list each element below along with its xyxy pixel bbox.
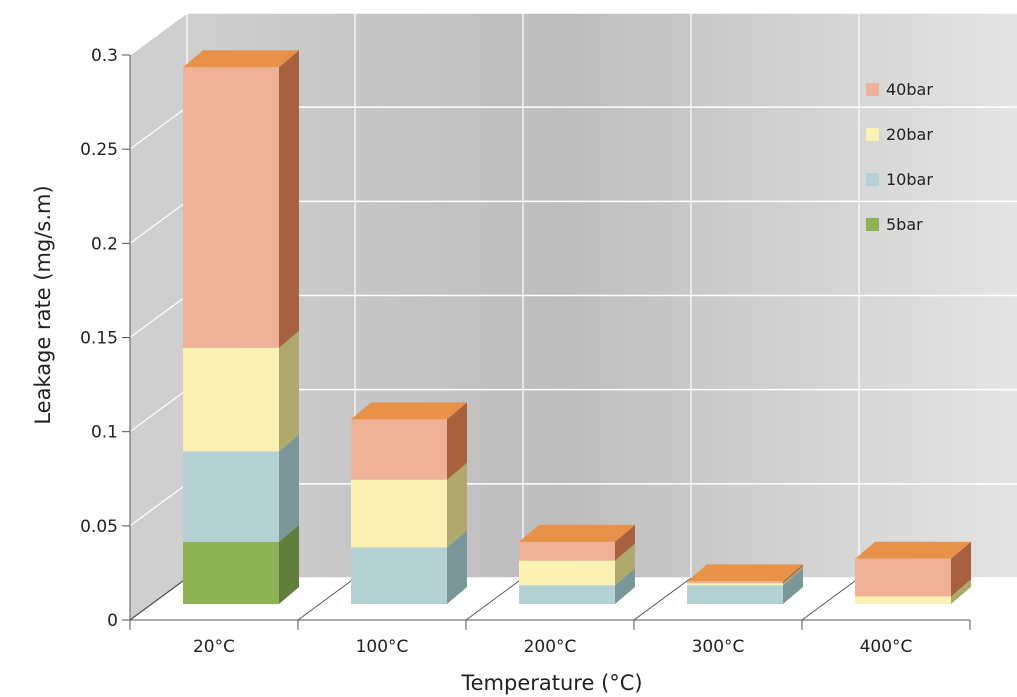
bar-side-20bar (615, 543, 635, 586)
bar-side-20bar (279, 330, 299, 452)
y-tick-label: 0.2 (91, 234, 118, 254)
floor-line (297, 577, 356, 621)
bar-top-cap (855, 541, 971, 559)
legend: 40bar 20bar 10bar 5bar (866, 80, 933, 234)
axes: 0 0.05 0.1 0.15 0.2 0.25 0.3 20°C 100°C 200°C 300°… (80, 46, 971, 657)
x-axis-title: Temperature (°C) (460, 671, 642, 695)
bar-side-10bar (279, 434, 299, 542)
y-tick-label: 0 (107, 611, 118, 631)
gridline-side (129, 483, 188, 527)
x-tick-label: 300°C (692, 637, 745, 657)
bar-segment-20bar (183, 347, 279, 452)
legend-label-40bar: 40bar (886, 80, 933, 99)
y-tick-label: 0.3 (91, 46, 118, 66)
gridline-side (129, 106, 188, 150)
legend-label-5bar: 5bar (886, 215, 923, 234)
bar-side-10bar (783, 568, 803, 604)
bar-top-cap (183, 50, 299, 68)
bar-side-20bar (951, 579, 971, 604)
bar-side-40bar (615, 524, 635, 561)
bar-segment-20bar (519, 560, 615, 586)
y-tick-label: 0.25 (80, 140, 118, 160)
bar-segment-20bar (687, 583, 783, 586)
gridline-side (129, 389, 188, 433)
bar-side-10bar (615, 568, 635, 604)
x-tick-label: 400°C (860, 637, 913, 657)
y-tick-label: 0.1 (91, 423, 118, 443)
bar-segment-40bar (855, 558, 951, 597)
gridlines (129, 12, 1017, 621)
floor-line (129, 577, 188, 621)
bar-segment-40bar (519, 541, 615, 561)
bar-segment-5bar (183, 541, 279, 604)
x-tick-label: 100°C (356, 637, 409, 657)
bar-side-10bar (447, 530, 467, 604)
bar-top-cap (351, 402, 467, 420)
bar-side-40bar (447, 402, 467, 480)
bar-side-40bar (279, 50, 299, 348)
bar-segment-40bar (351, 419, 447, 480)
floor-line (633, 577, 692, 621)
bar-side-40bar (783, 564, 803, 584)
bar-side-20bar (447, 462, 467, 548)
bar-segment-10bar (687, 585, 783, 604)
bar-top-cap (687, 564, 803, 582)
legend-swatch-5bar (866, 218, 879, 231)
legend-swatch-40bar (866, 83, 879, 96)
bar-segment-20bar (351, 479, 447, 548)
bars (183, 50, 971, 604)
bar-side-40bar (951, 541, 971, 597)
bar-side-5bar (279, 524, 299, 604)
bar-segment-40bar (183, 67, 279, 348)
gridline-side (129, 295, 188, 338)
x-tick-label: 200°C (524, 637, 577, 657)
bar-top-cap (519, 524, 635, 542)
gridline-side (129, 12, 188, 56)
bar-segment-10bar (183, 451, 279, 542)
legend-label-10bar: 10bar (886, 170, 933, 189)
y-tick-label: 0.15 (80, 329, 118, 349)
legend-swatch-20bar (866, 128, 879, 141)
bar-segment-20bar (855, 596, 951, 604)
bar-segment-10bar (519, 585, 615, 604)
bar-side-20bar (783, 566, 803, 586)
bar-segment-10bar (351, 547, 447, 604)
floor-line (465, 577, 524, 621)
bar-segment-40bar (687, 581, 783, 584)
floor-line (801, 577, 860, 621)
legend-swatch-10bar (866, 173, 879, 186)
gridline-side (129, 200, 188, 244)
y-tick-label: 0.05 (80, 517, 118, 537)
legend-label-20bar: 20bar (886, 125, 933, 144)
y-axis-title: Leakage rate (mg/s.m) (31, 185, 55, 424)
x-tick-label: 20°C (193, 637, 235, 657)
